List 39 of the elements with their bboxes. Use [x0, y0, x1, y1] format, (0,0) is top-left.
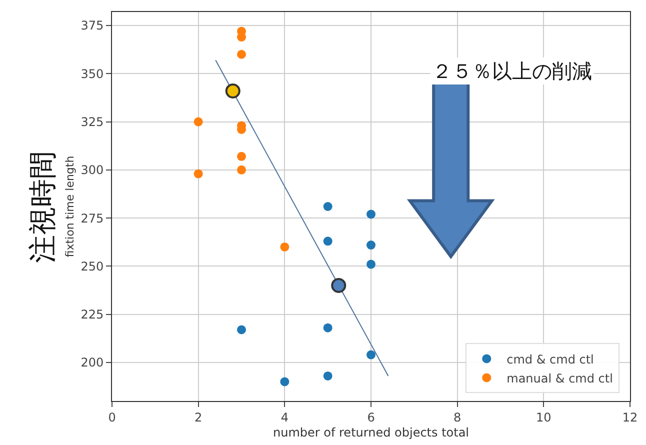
x-tick-label: 2 — [194, 410, 202, 424]
point — [366, 240, 376, 250]
x-tick-label: 12 — [622, 410, 638, 424]
x-tick-label: 0 — [108, 410, 116, 424]
y-axis-title: fixtion time length — [63, 156, 76, 258]
point — [323, 202, 332, 211]
y-tick-label: 325 — [80, 114, 104, 129]
y-tick-label: 350 — [80, 66, 104, 81]
y-tick-label: 375 — [80, 18, 104, 33]
legend-label: cmd & cmd ctl — [506, 352, 594, 366]
point — [366, 210, 376, 219]
text: 注視時間 — [26, 150, 59, 263]
point — [280, 242, 290, 252]
y-tick-label: 250 — [80, 259, 104, 274]
point — [237, 165, 246, 174]
point — [237, 152, 246, 161]
point — [237, 50, 246, 59]
x-tick-label: 8 — [454, 410, 462, 424]
x-axis-title: number of returned objects total — [272, 425, 470, 440]
point — [194, 169, 203, 178]
point — [323, 236, 332, 246]
y-tick-label: 225 — [80, 308, 104, 322]
point — [237, 325, 246, 334]
point — [331, 278, 346, 293]
x-tick-label: 10 — [536, 410, 552, 424]
y-tick-label: 200 — [80, 356, 104, 370]
point — [323, 323, 332, 332]
annotation: ２５％以上の削減 — [432, 59, 592, 83]
point — [225, 83, 240, 98]
x-tick-label: 4 — [280, 410, 288, 424]
legend-label: manual & cmd ctl — [506, 371, 613, 386]
point — [366, 350, 376, 360]
x-tick-label: 6 — [367, 410, 375, 424]
point — [323, 371, 332, 380]
point — [366, 260, 376, 269]
y-tick-label: 275 — [80, 211, 104, 226]
point — [194, 117, 203, 126]
point — [280, 377, 290, 386]
y-tick-label: 300 — [80, 163, 104, 178]
